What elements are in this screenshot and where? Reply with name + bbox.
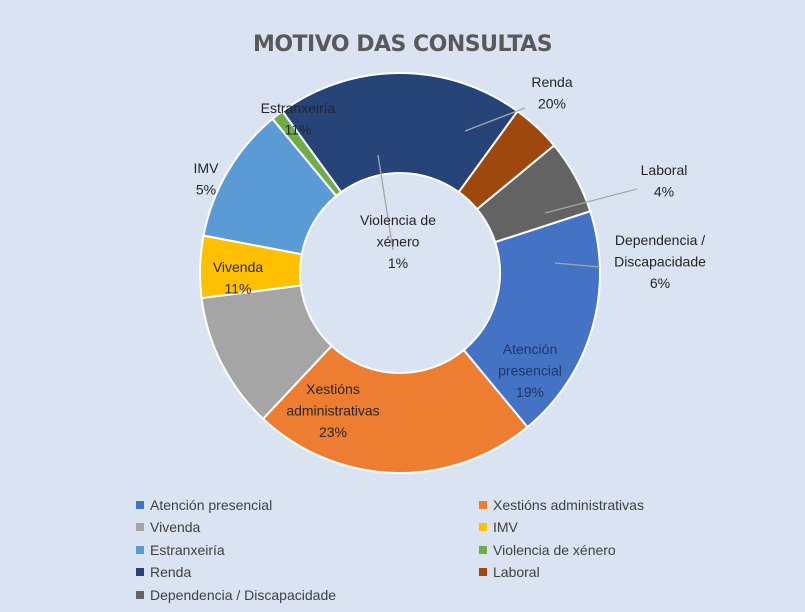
legend-item-dependencia-discapacidade: Dependencia / Discapacidade (136, 584, 479, 606)
legend-swatch (479, 545, 487, 554)
legend-swatch (479, 523, 487, 532)
legend-swatch (136, 545, 144, 554)
legend-item-estranxeiria: Estranxeiría (136, 539, 479, 561)
data-label-text: Renda (531, 74, 572, 90)
legend-label: Dependencia / Discapacidade (150, 586, 337, 603)
legend-item-laboral: Laboral (479, 562, 736, 584)
legend-swatch (136, 523, 144, 532)
slice-xestions-administrativas (261, 344, 529, 474)
data-label-value: 5% (196, 182, 216, 198)
legend-swatch (479, 568, 487, 577)
data-label-value: 6% (650, 275, 670, 291)
legend-label: Vivenda (150, 519, 201, 536)
legend-item-violencia-de-xenero: Violencia de xénero (479, 539, 736, 561)
data-label-renda: Renda 20% (531, 74, 572, 112)
legend-item-imv: IMV (479, 517, 736, 539)
legend-item-xestions-administrativas: Xestións administrativas (479, 494, 736, 516)
leader-line-violencia-de-xenero (377, 154, 394, 251)
data-label-text: presencial (498, 363, 562, 379)
data-label-dependencia-discapacidade: Dependencia / Discapacidade 6% (614, 232, 706, 291)
slice-dependencia-discapacidade (475, 144, 592, 244)
legend-label: Renda (150, 564, 192, 581)
data-label-text: Discapacidade (614, 254, 706, 270)
data-label-value: 11% (285, 122, 312, 138)
data-label-text: xénero (377, 234, 420, 250)
data-label-value: 19% (516, 384, 544, 400)
data-label-laboral: Laboral 4% (641, 162, 688, 200)
legend-item-vivenda: Vivenda (136, 517, 479, 539)
data-label-atencion-presencial: Atención presencial 19% (498, 341, 562, 400)
data-label-value: 23% (319, 424, 347, 440)
legend-item-atencion-presencial: Atención presencial (136, 494, 479, 516)
leader-line-renda (464, 107, 526, 132)
legend-swatch (136, 500, 144, 509)
data-label-text: IMV (194, 160, 220, 176)
data-label-text: Dependencia / (615, 232, 705, 248)
legend-swatch (479, 500, 487, 509)
legend-swatch (136, 568, 144, 577)
legend-label: Atención presencial (150, 496, 273, 513)
data-label-text: Vivenda (213, 259, 264, 275)
slice-renda (281, 72, 519, 194)
slice-atencion-presencial (462, 209, 601, 429)
data-label-text: Estranxeiría (261, 100, 336, 116)
data-label-estranxeiria: Estranxeiría 11% (261, 100, 336, 138)
data-label-value: 1% (388, 255, 408, 271)
data-label-imv: IMV 5% (194, 160, 220, 198)
legend-swatch (136, 590, 144, 599)
data-label-value: 20% (538, 96, 566, 112)
data-label-text: Violencia de (360, 212, 436, 228)
data-label-value: 11% (225, 281, 252, 297)
data-label-value: 4% (654, 184, 674, 200)
data-label-violencia-de-xenero: Violencia de xénero 1% (360, 212, 436, 271)
data-label-text: Atención (503, 341, 557, 357)
legend-label: Estranxeiría (150, 541, 225, 558)
legend-label: Xestións administrativas (493, 496, 644, 513)
legend-label: Laboral (493, 564, 540, 581)
legend-label: Violencia de xénero (493, 541, 616, 558)
data-label-text: administrativas (286, 403, 379, 419)
legend: Atención presencial Xestións administrati… (136, 494, 736, 606)
data-label-xestions-administrativas: Xestións administrativas 23% (286, 381, 379, 440)
data-label-vivenda: Vivenda 11% (213, 259, 264, 297)
legend-item-renda: Renda (136, 562, 479, 584)
data-label-text: Laboral (641, 162, 688, 178)
leader-line-dependencia-discapacidade (554, 262, 601, 268)
leader-line-laboral (544, 188, 638, 214)
chart-title: MOTIVO DAS CONSULTAS (252, 32, 553, 57)
legend-label: IMV (493, 519, 518, 536)
data-label-text: Xestións (306, 381, 360, 397)
